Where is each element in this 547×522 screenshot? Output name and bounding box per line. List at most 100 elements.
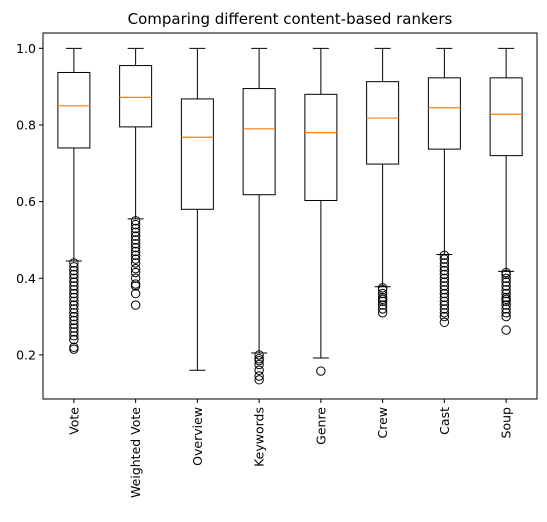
outlier-point [377, 288, 388, 299]
outlier-point [439, 292, 450, 303]
box-soup [489, 47, 523, 335]
iqr-box [489, 77, 523, 157]
outlier-point [130, 300, 141, 310]
outlier-point [377, 300, 388, 310]
outlier-point [69, 342, 79, 352]
box-cast [427, 47, 461, 328]
y-tick-label: 0.6 [16, 194, 36, 209]
outlier-point [377, 296, 388, 306]
outlier-point [130, 281, 141, 291]
outlier-point [439, 288, 450, 299]
outlier-point [501, 288, 511, 299]
outlier-point [501, 304, 511, 314]
outlier-point [377, 304, 388, 314]
x-tick-label: Crew [375, 407, 390, 439]
outlier-point [439, 277, 450, 287]
outlier-point [254, 365, 264, 375]
x-tick-label: Cast [437, 407, 452, 435]
outlier-point [439, 311, 450, 322]
outlier-point [439, 304, 450, 314]
outlier-point [69, 258, 79, 268]
outlier-point [439, 317, 450, 328]
outlier-point [439, 285, 450, 295]
outlier-point [69, 344, 79, 354]
outlier-point [501, 285, 511, 295]
iqr-box [57, 71, 91, 149]
outlier-point [439, 262, 450, 272]
iqr-box [366, 81, 400, 165]
outlier-point [69, 285, 79, 295]
chart-title: Comparing different content-based ranker… [128, 10, 453, 28]
outlier-point [501, 325, 511, 335]
x-tick-label: Weighted Vote [128, 407, 143, 498]
outlier-point [130, 242, 141, 253]
outlier-point [69, 288, 79, 299]
outlier-point [377, 285, 388, 295]
outlier-point [254, 375, 264, 385]
y-tick-label: 0.8 [16, 117, 36, 132]
outlier-point [69, 281, 79, 291]
box-keywords [242, 47, 276, 385]
outlier-point [130, 279, 141, 289]
iqr-box [180, 98, 214, 210]
outlier-point [130, 239, 141, 249]
x-tick-label: Vote [66, 407, 81, 435]
outlier-point [69, 304, 79, 314]
outlier-point [69, 315, 79, 326]
outlier-point [439, 258, 450, 268]
outlier-point [69, 296, 79, 306]
outlier-point [69, 277, 79, 287]
outlier-point [439, 269, 450, 280]
outlier-point [130, 267, 141, 278]
outlier-point [130, 219, 141, 230]
outlier-point [69, 323, 79, 333]
outlier-point [439, 273, 450, 283]
outlier-point [69, 308, 79, 318]
outlier-point [69, 269, 79, 280]
iqr-box [304, 93, 338, 201]
outlier-point [69, 262, 79, 272]
outlier-point [69, 327, 79, 337]
outlier-point [254, 350, 264, 360]
outlier-point [501, 281, 511, 291]
outlier-point [130, 273, 141, 283]
outlier-point [501, 269, 511, 280]
outlier-point [501, 273, 511, 283]
outlier-point [69, 311, 79, 322]
x-axis: Vote Weighted Vote Overview Keywords Genre Cr… [66, 399, 514, 498]
y-axis: 0.2 0.4 0.6 0.8 1.0 [16, 41, 43, 362]
outlier-point [130, 254, 141, 264]
outlier-point [439, 250, 450, 260]
plot-frame [42, 32, 538, 400]
outlier-point [69, 319, 79, 329]
y-tick-label: 0.2 [16, 347, 36, 362]
outlier-point [377, 308, 388, 318]
iqr-box [119, 65, 153, 128]
outlier-point [69, 334, 79, 345]
outlier-point [439, 300, 450, 310]
iqr-box [242, 88, 276, 196]
box-vote [57, 47, 91, 354]
outlier-point [501, 308, 511, 318]
iqr-box [427, 77, 461, 150]
outlier-point [69, 292, 79, 303]
box-crew [366, 47, 400, 318]
outlier-point [254, 355, 264, 366]
outlier-point [69, 300, 79, 310]
outlier-point [130, 223, 141, 234]
outlier-point [439, 265, 450, 276]
box-genre [304, 47, 338, 376]
y-tick-label: 1.0 [16, 41, 36, 56]
y-tick-label: 0.4 [16, 271, 36, 286]
outlier-point [439, 308, 450, 318]
box-overview [180, 47, 214, 371]
x-tick-label: Genre [313, 407, 328, 445]
x-tick-label: Keywords [252, 407, 267, 467]
outlier-point [130, 235, 141, 245]
box-weighted-vote [119, 47, 153, 310]
outlier-point [439, 281, 450, 291]
outlier-point [439, 296, 450, 306]
x-tick-label: Overview [190, 407, 205, 466]
outlier-point [316, 366, 326, 376]
